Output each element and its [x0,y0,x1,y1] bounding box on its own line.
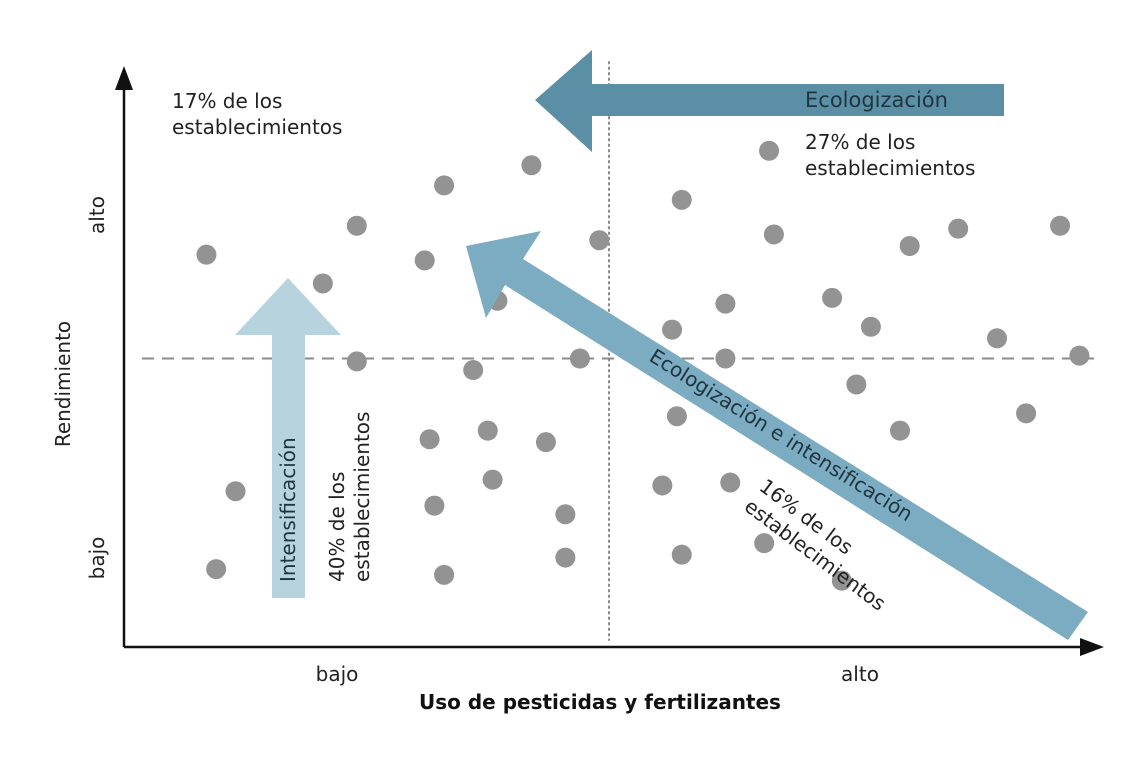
data-point [899,235,920,256]
data-point [346,215,367,236]
data-point [414,250,435,271]
data-point [759,140,780,161]
data-point [720,472,741,493]
data-point [206,559,227,580]
data-point [1069,345,1090,366]
data-point [569,348,590,369]
data-point [860,316,881,337]
data-point [715,293,736,314]
x-axis-title: Uso de pesticidas y fertilizantes [419,690,781,714]
data-point [482,469,503,490]
data-point [1050,215,1071,236]
ecologizacion-arrow-label: Ecologización [805,88,948,112]
data-point [890,420,910,441]
data-point [671,189,692,210]
data-point [477,420,498,441]
data-point [555,504,576,525]
data-point [715,348,736,369]
x-axis-arrowhead [1080,638,1104,656]
x-tick-label-high: alto [841,662,879,686]
intensificacion-arrow [235,278,341,598]
data-point [424,495,445,516]
annotation-bottom-left-line2: establecimientos [350,412,374,582]
data-point [419,429,440,450]
data-point [1016,403,1037,424]
data-point [535,432,556,453]
ecologizacion-intensificacion-arrow [466,231,1088,640]
y-tick-label-low: bajo [85,537,109,580]
data-point [662,319,683,340]
x-tick-label-low: bajo [316,662,359,686]
data-point [521,155,542,176]
y-tick-label-high: alto [85,196,109,234]
data-point [196,244,217,265]
data-point [463,360,484,381]
data-point [754,533,775,554]
data-point [763,224,784,245]
data-point [666,406,687,427]
ecologizacion-arrow [535,50,1004,152]
annotation-bottom-left-line1: 40% de los [325,472,349,582]
data-point [671,544,692,565]
data-point [312,273,333,294]
data-point [948,218,969,239]
data-point [589,230,610,251]
intensificacion-arrow-label: Intensificación [276,437,300,582]
annotation-top-right-line2: establecimientos [805,156,975,180]
data-point [846,374,867,395]
data-point [225,481,246,502]
data-point [831,570,852,591]
annotation-top-left-line1: 17% de los [172,89,282,113]
data-point [555,547,576,568]
annotation-top-left-line2: establecimientos [172,115,342,139]
annotation-top-right-line1: 27% de los [805,130,915,154]
data-point [434,564,455,585]
data-point [822,287,843,308]
data-point [346,351,367,372]
data-point [987,328,1007,349]
y-axis-title: Rendimiento [51,321,75,447]
data-point [652,475,673,496]
y-axis-arrowhead [115,66,133,90]
data-point [434,175,455,196]
